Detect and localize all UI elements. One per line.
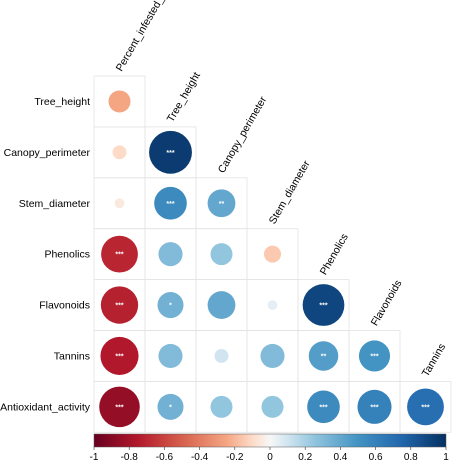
correlation-circle-flavonoids-percent-infested-leaves (100, 286, 139, 324)
significance-label: *** (319, 404, 327, 411)
correlation-circle-antioxidant-activity-percent-infested-leaves (99, 386, 140, 428)
significance-label: *** (115, 303, 123, 310)
column-label-tree-height: Tree_height (165, 70, 203, 124)
correlation-circle-antioxidant-activity-flavonoids (357, 389, 392, 424)
row-label-phenolics: Phenolics (44, 249, 90, 261)
row-label-antioxidant-activity: Antioxidant_activity (0, 401, 91, 413)
column-label-canopy-perimeter: Canopy_perimeter (216, 94, 270, 175)
column-label-tannins: Tannins (420, 342, 448, 379)
correlation-circle-canopy-perimeter-tree-height (149, 130, 192, 174)
significance-label: * (169, 303, 172, 310)
colorbar-tick-label: -0.4 (191, 452, 209, 463)
colorbar-tick-label: -1 (90, 452, 99, 463)
correlation-circle-phenolics-stem-diameter (263, 245, 282, 263)
colorbar-tick-label: -0.2 (226, 452, 244, 463)
correlation-circle-antioxidant-activity-tree-height (157, 393, 184, 420)
correlation-circle-tannins-phenolics (308, 341, 339, 371)
column-label-percent-infested-leaves: Percent_infested_leaves (114, 0, 182, 74)
correlation-circle-phenolics-tree-height (158, 242, 183, 267)
colorbar-tick-label: 1 (443, 452, 449, 463)
row-labels: Tree_height Canopy_perimeter Stem_diameter… (0, 96, 91, 413)
significance-label: *** (370, 404, 378, 411)
correlation-circle-tannins-stem-diameter (260, 343, 285, 368)
correlation-circle-antioxidant-activity-stem-diameter (261, 395, 284, 418)
correlation-circle-canopy-perimeter-percent-infested-leaves (112, 145, 127, 160)
correlation-circle-tree-height-percent-infested-leaves (108, 90, 131, 113)
correlation-circle-flavonoids-canopy-perimeter (207, 291, 236, 319)
significance-label: *** (166, 201, 174, 208)
column-label-stem-diameter: Stem_diameter (267, 158, 313, 226)
colorbar-tick-label: -0.6 (156, 452, 174, 463)
significance-label: *** (421, 404, 429, 411)
correlation-circle-antioxidant-activity-phenolics (307, 390, 340, 424)
significance-label: *** (166, 150, 174, 157)
row-label-tree-height: Tree_height (34, 96, 90, 108)
row-label-tannins: Tannins (54, 350, 90, 362)
significance-label: *** (115, 404, 123, 411)
significance-label: * (169, 404, 172, 411)
colorbar-tick-label: -0.8 (121, 452, 139, 463)
significance-label: *** (115, 252, 123, 259)
correlation-circle-flavonoids-tree-height (157, 292, 184, 319)
correlation-circle-stem-diameter-canopy-perimeter (207, 189, 236, 218)
colorbar-tick-label: 0 (267, 452, 273, 463)
correlation-circle-antioxidant-activity-tannins (407, 388, 444, 426)
matrix-grid: ****** ******** * ****** ** ****** * *** *** *** (93, 75, 452, 433)
significance-label: ** (321, 353, 327, 360)
colorbar-tick-label: 0.8 (404, 452, 418, 463)
correlation-circle-tannins-flavonoids (358, 340, 391, 372)
correlation-circle-stem-diameter-tree-height (154, 186, 187, 220)
correlation-circle-phenolics-canopy-perimeter (210, 243, 233, 266)
cell-box (399, 380, 452, 433)
colorbar-gradient (93, 433, 447, 448)
colorbar-tick-label: 0.2 (298, 452, 312, 463)
colorbar-tick-label: 0.6 (369, 452, 383, 463)
row-label-stem-diameter: Stem_diameter (19, 198, 91, 210)
significance-label: *** (370, 353, 378, 360)
column-label-flavonoids: Flavonoids (369, 278, 405, 328)
correlation-circle-flavonoids-stem-diameter (267, 300, 278, 310)
colorbar-tick-label: 0.4 (333, 452, 347, 463)
correlation-circle-tannins-percent-infested-leaves (100, 336, 139, 376)
correlation-circle-tannins-tree-height (158, 343, 183, 368)
significance-label: ** (219, 201, 225, 208)
significance-label: *** (319, 303, 327, 310)
correlation-circle-tannins-canopy-perimeter (214, 348, 229, 363)
colorbar: -1 -0.8 -0.6 -0.4 -0.2 0 0.2 0.4 0.6 0.8 1 (90, 433, 449, 463)
significance-label: *** (115, 353, 123, 360)
correlation-circle-antioxidant-activity-canopy-perimeter (210, 395, 233, 418)
correlation-circle-phenolics-percent-infested-leaves (101, 235, 138, 273)
correlation-circle-flavonoids-phenolics (302, 284, 345, 326)
row-label-canopy-perimeter: Canopy_perimeter (4, 147, 91, 159)
column-label-phenolics: Phenolics (318, 232, 351, 277)
correlation-circle-stem-diameter-percent-infested-leaves (114, 198, 125, 209)
row-label-flavonoids: Flavonoids (39, 300, 90, 312)
